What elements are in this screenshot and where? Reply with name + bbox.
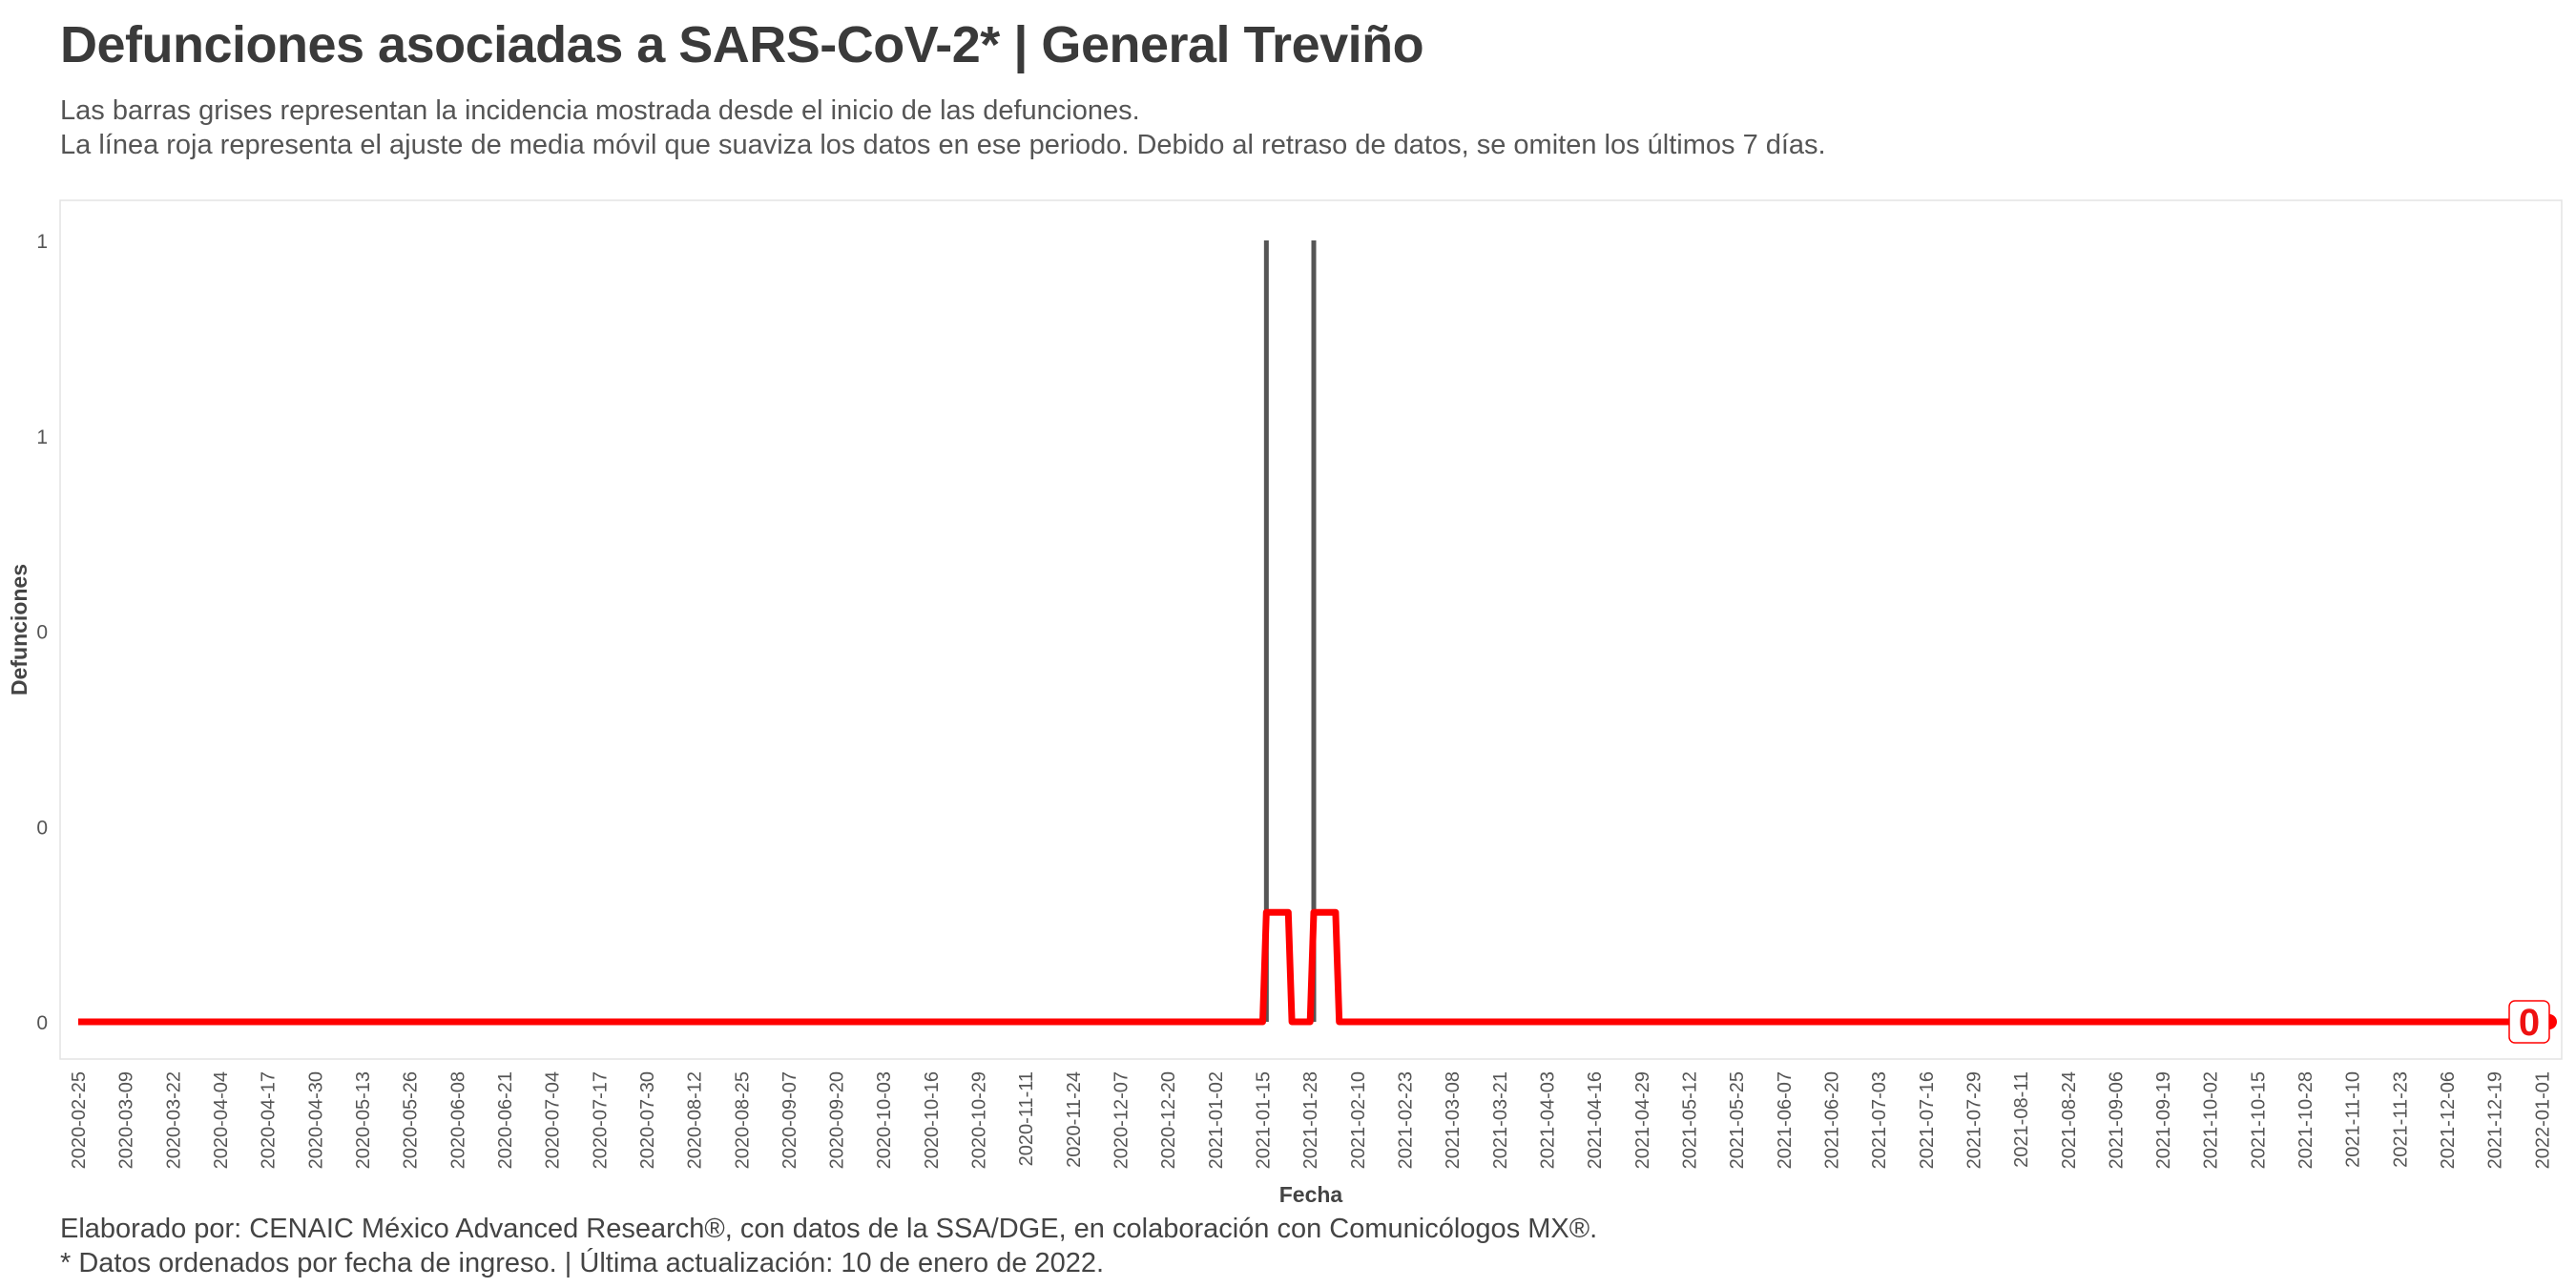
x-tick-label: 2020-04-30 <box>305 1071 326 1169</box>
x-tick-label: 2021-12-06 <box>2438 1071 2459 1169</box>
chart-caption: Elaborado por: CENAIC México Advanced Re… <box>60 1212 1597 1280</box>
x-tick-label: 2020-10-16 <box>922 1071 943 1169</box>
x-tick-label: 2020-07-30 <box>637 1071 658 1169</box>
subtitle-line-1: Las barras grises representan la inciden… <box>60 95 1140 126</box>
x-tick-label: 2021-12-19 <box>2485 1071 2506 1169</box>
x-tick-label: 2021-01-15 <box>1254 1071 1275 1169</box>
bars-group <box>1263 240 1317 1022</box>
x-tick-label: 2020-11-11 <box>1016 1071 1037 1166</box>
x-tick-label: 2020-07-04 <box>543 1071 564 1169</box>
x-tick-label: 2021-04-03 <box>1537 1071 1558 1169</box>
y-axis-title: Defunciones <box>7 564 31 696</box>
x-tick-label: 2021-09-06 <box>2106 1071 2127 1169</box>
x-axis-title: Fecha <box>1279 1182 1343 1207</box>
x-tick-label: 2021-06-20 <box>1821 1071 1842 1169</box>
x-tick-label: 2020-04-04 <box>211 1071 232 1169</box>
last-value-label: 0 <box>2519 1002 2540 1044</box>
x-tick-label: 2020-02-25 <box>69 1071 90 1169</box>
x-tick-label: 2021-01-02 <box>1206 1071 1227 1169</box>
chart-subtitle: Las barras grises representan la inciden… <box>60 93 1826 162</box>
y-tick-label: 0 <box>36 817 48 839</box>
y-tick-label: 1 <box>36 231 48 253</box>
x-tick-label: 2021-02-23 <box>1396 1071 1417 1169</box>
bar <box>1311 240 1317 1022</box>
x-tick-label: 2020-03-22 <box>163 1071 184 1169</box>
x-tick-label: 2020-11-24 <box>1064 1071 1085 1168</box>
x-tick-label: 2021-06-07 <box>1775 1071 1796 1169</box>
x-tick-label: 2020-12-20 <box>1158 1071 1179 1169</box>
x-tick-label: 2022-01-01 <box>2532 1071 2553 1169</box>
x-tick-label: 2021-03-21 <box>1490 1071 1511 1169</box>
x-tick-label: 2020-12-07 <box>1111 1071 1132 1169</box>
x-tick-label: 2020-10-29 <box>969 1071 990 1169</box>
x-tick-label: 2020-09-07 <box>779 1071 800 1169</box>
y-axis-ticks: 0 0 0 1 1 <box>36 231 48 1034</box>
x-tick-label: 2020-05-13 <box>353 1071 374 1169</box>
x-tick-label: 2020-06-21 <box>495 1071 516 1169</box>
last-value-label-box <box>2508 1000 2550 1044</box>
y-tick-label: 0 <box>36 622 48 644</box>
x-tick-label: 2021-02-10 <box>1348 1071 1369 1169</box>
x-axis-ticks: 2020-02-25 2020-03-09 2020-03-22 2020-04-04… <box>69 1071 2553 1169</box>
x-tick-label: 2021-01-28 <box>1300 1071 1321 1169</box>
x-tick-label: 2020-03-09 <box>116 1071 137 1169</box>
x-tick-label: 2021-10-02 <box>2201 1071 2222 1169</box>
x-tick-label: 2021-10-15 <box>2248 1071 2269 1169</box>
x-tick-label: 2021-09-19 <box>2153 1071 2174 1169</box>
x-tick-label: 2021-03-08 <box>1443 1071 1464 1169</box>
subtitle-line-2: La línea roja representa el ajuste de me… <box>60 130 1826 160</box>
x-tick-label: 2021-11-10 <box>2343 1071 2364 1168</box>
x-tick-label: 2021-07-16 <box>1917 1071 1938 1169</box>
x-tick-label: 2021-08-11 <box>2011 1071 2032 1168</box>
x-tick-label: 2021-07-03 <box>1869 1071 1890 1169</box>
y-tick-label: 0 <box>36 1012 48 1034</box>
x-tick-label: 2020-08-12 <box>685 1071 706 1169</box>
x-tick-label: 2021-04-16 <box>1585 1071 1606 1169</box>
x-tick-label: 2020-07-17 <box>590 1071 611 1169</box>
caption-line-1: Elaborado por: CENAIC México Advanced Re… <box>60 1214 1598 1244</box>
x-tick-label: 2020-04-17 <box>259 1071 280 1169</box>
x-tick-label: 2021-05-12 <box>1679 1071 1700 1169</box>
x-tick-label: 2020-08-25 <box>732 1071 753 1169</box>
bar <box>1263 240 1269 1022</box>
y-tick-label: 1 <box>36 426 48 448</box>
x-tick-label: 2020-10-03 <box>874 1071 895 1169</box>
moving-average-line <box>78 908 2549 1026</box>
chart-title: Defunciones asociadas a SARS-CoV-2* | Ge… <box>60 16 1424 73</box>
x-tick-label: 2021-08-24 <box>2059 1071 2080 1169</box>
x-tick-label: 2021-11-23 <box>2390 1071 2411 1168</box>
x-tick-label: 2021-07-29 <box>1963 1071 1984 1169</box>
x-tick-label: 2020-06-08 <box>447 1071 468 1169</box>
x-tick-label: 2020-05-26 <box>401 1071 422 1169</box>
x-tick-label: 2021-04-29 <box>1632 1071 1653 1169</box>
caption-line-2: * Datos ordenados por fecha de ingreso. … <box>60 1248 1105 1278</box>
x-tick-label: 2021-05-25 <box>1727 1071 1748 1169</box>
plot-panel <box>59 199 2563 1060</box>
x-tick-label: 2020-09-20 <box>827 1071 848 1169</box>
x-tick-label: 2021-10-28 <box>2296 1071 2316 1169</box>
